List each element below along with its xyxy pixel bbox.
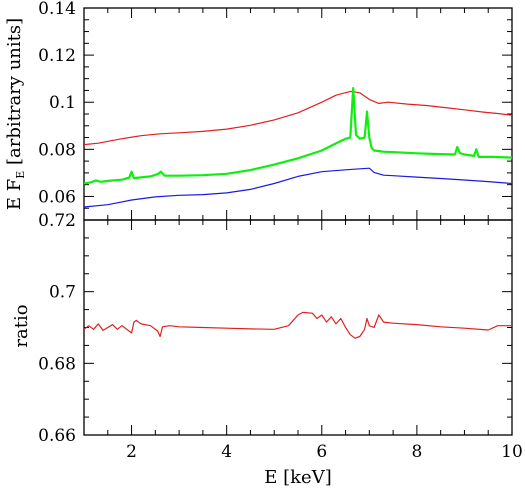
spectrum-panel-ticks xyxy=(83,7,513,221)
spectrum-y-tick-label: 0.12 xyxy=(38,46,76,66)
spectrum-series-line-2 xyxy=(83,167,513,208)
spectrum-panel: 0.06 0.08 0.1 0.12 0.14 E FE [arbitrary unit… xyxy=(4,0,513,221)
ratio-y-tick-label: 0.72 xyxy=(38,211,76,231)
x-axis-title: E [keV] xyxy=(264,467,331,488)
ratio-y-tick-label: 0.7 xyxy=(49,283,76,303)
spectrum-series-line-0 xyxy=(83,90,513,146)
ylabel-subscript: E xyxy=(14,171,27,179)
ratio-series-line-0 xyxy=(83,311,512,339)
spectrum-y-tick-label: 0.08 xyxy=(38,140,76,160)
ratio-panel-ticks xyxy=(83,219,513,436)
ratio-x-tick-label: 10 xyxy=(501,442,523,462)
spectrum-y-tick-label: 0.1 xyxy=(49,93,76,113)
spectrum-series-line-1 xyxy=(83,86,513,185)
spectrum-panel-series xyxy=(83,86,513,208)
ratio-y-tick-label: 0.68 xyxy=(38,354,76,374)
ratio-y-axis-title: ratio xyxy=(11,304,32,347)
ylabel-suffix: [arbitrary units] xyxy=(4,18,25,171)
spectrum-panel-tick-labels: 0.06 0.08 0.1 0.12 0.14 xyxy=(38,0,76,207)
ratio-panel-tick-labels: 0.66 0.68 0.7 0.72 2 4 6 8 10 xyxy=(38,211,523,462)
ratio-x-tick-label: 4 xyxy=(221,442,232,462)
ylabel-prefix: E F xyxy=(4,179,25,210)
spectrum-y-tick-label: 0.14 xyxy=(38,0,76,19)
ratio-x-tick-label: 8 xyxy=(411,442,422,462)
spectrum-y-tick-label: 0.06 xyxy=(38,187,76,207)
ratio-panel-series xyxy=(83,311,512,339)
ratio-y-tick-label: 0.66 xyxy=(38,426,76,446)
spectrum-panel-frame xyxy=(83,7,513,221)
ratio-panel: 0.66 0.68 0.7 0.72 2 4 6 8 10 ratio E [keV] xyxy=(11,211,523,488)
ratio-x-tick-label: 6 xyxy=(316,442,327,462)
spectrum-y-axis-title: E FE [arbitrary units] xyxy=(4,18,27,210)
ratio-x-tick-label: 2 xyxy=(126,442,137,462)
